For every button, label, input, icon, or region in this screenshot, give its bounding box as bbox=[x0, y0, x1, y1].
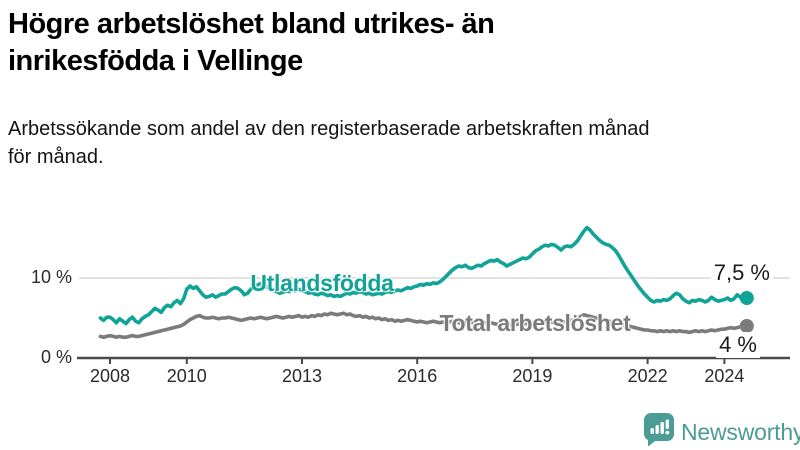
y-tick-label: 10 % bbox=[30, 267, 72, 287]
newsworthy-logo[interactable]: Newsworthy bbox=[644, 413, 800, 450]
x-tick-label: 2008 bbox=[89, 366, 131, 386]
series-line-0 bbox=[98, 225, 749, 326]
x-tick-label: 2022 bbox=[627, 366, 668, 386]
x-tick-label: 2019 bbox=[512, 366, 553, 386]
x-tick-label: 2013 bbox=[281, 366, 323, 386]
end-value-label-utlandsfodda: 7,5 % bbox=[710, 260, 773, 286]
brand-name: Newsworthy bbox=[681, 419, 800, 445]
bar-chart-speech-bubble-icon bbox=[644, 413, 674, 450]
x-tick-label: 2016 bbox=[397, 366, 438, 386]
y-tick-label: 0 % bbox=[40, 347, 72, 367]
x-tick-label: 2024 bbox=[704, 366, 745, 386]
series-end-dot-1 bbox=[739, 319, 754, 333]
page-title: Högre arbetslöshet bland utrikes- än inri… bbox=[8, 8, 495, 78]
series-end-dot-0 bbox=[739, 291, 754, 305]
series-label-total-arbetsloshet: Total arbetslöshet bbox=[439, 310, 631, 336]
series-line-1 bbox=[98, 311, 749, 340]
chart-subtitle: Arbetssökande som andel av den registerb… bbox=[8, 118, 650, 168]
series-label-utlandsfodda: Utlandsfödda bbox=[250, 270, 394, 296]
x-tick-label: 2010 bbox=[166, 366, 207, 386]
end-value-label-total: 4 % bbox=[716, 332, 760, 358]
